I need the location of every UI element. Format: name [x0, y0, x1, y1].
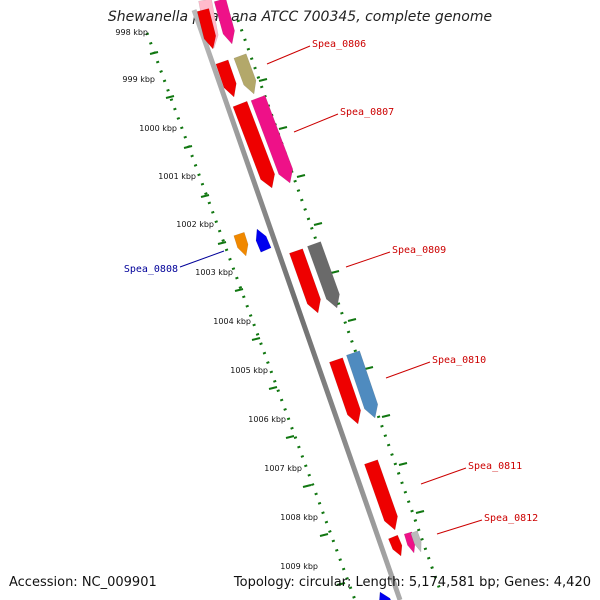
- ruler-major-tick: [330, 270, 340, 274]
- gene-label-spea-0809[interactable]: Spea_0809: [392, 245, 446, 256]
- gene-red-0806-a[interactable]: [215, 59, 237, 98]
- ruler-label: 1003 kbp: [195, 268, 233, 277]
- gene-spea-0812[interactable]: [410, 530, 422, 553]
- gene-red-0810-a[interactable]: [329, 357, 361, 425]
- gene-partial-blue[interactable]: [379, 591, 395, 600]
- accession-text: Accession: NC_009901: [9, 575, 157, 590]
- gene-orange-0808[interactable]: [233, 231, 249, 257]
- gene-partial-pink[interactable]: [213, 0, 235, 45]
- leader-line-spea-0812: [436, 519, 483, 535]
- ruler-major-tick: [364, 366, 374, 370]
- ruler-major-tick: [258, 78, 268, 82]
- gene-label-spea-0808[interactable]: Spea_0808: [124, 264, 178, 275]
- leader-line-spea-0810: [385, 361, 431, 379]
- ruler-label: 1002 kbp: [176, 220, 214, 229]
- leader-line-spea-0809: [345, 251, 391, 268]
- gene-red-0807-a[interactable]: [232, 100, 275, 189]
- gene-track: [196, 0, 422, 600]
- gene-label-spea-0810[interactable]: Spea_0810: [432, 355, 486, 366]
- ruler-major-tick: [302, 484, 312, 488]
- ruler-major-tick: [381, 414, 391, 418]
- ruler-major-tick: [398, 462, 408, 466]
- ruler-major-tick: [268, 386, 278, 390]
- gene-spea-0809[interactable]: [307, 241, 340, 309]
- ruler-major-tick: [149, 51, 159, 55]
- gene-spea-0811[interactable]: [364, 459, 398, 531]
- genome-backbone: [191, 9, 403, 600]
- left-ruler-rail: [145, 32, 357, 600]
- gene-partial-red[interactable]: [196, 8, 217, 50]
- ruler-major-tick: [336, 582, 346, 586]
- ruler-labels: 998 kbp 999 kbp 1000 kbp 1001 kbp 1002 kbp 10…: [115, 28, 318, 571]
- ruler-label: 998 kbp: [115, 28, 148, 37]
- ruler-major-tick: [200, 194, 210, 198]
- ruler-label: 1008 kbp: [280, 513, 318, 522]
- leader-line-spea-0806: [266, 45, 311, 65]
- gene-spea-0810[interactable]: [346, 350, 379, 419]
- leader-line-spea-0808: [179, 250, 225, 268]
- leader-line-spea-0811: [420, 467, 467, 485]
- ruler-major-tick: [313, 222, 323, 226]
- gene-label-spea-0806[interactable]: Spea_0806: [312, 39, 366, 50]
- ruler-major-tick: [319, 533, 329, 537]
- ruler-label: 1001 kbp: [158, 172, 196, 181]
- ruler-label: 1000 kbp: [139, 124, 177, 133]
- ruler-major-tick: [165, 95, 175, 99]
- ruler-major-tick: [278, 126, 288, 130]
- leader-line-spea-0807: [293, 113, 339, 133]
- ruler-major-tick: [415, 510, 425, 514]
- gene-label-spea-0807[interactable]: Spea_0807: [340, 107, 394, 118]
- genome-summary-text: Topology: circular; Length: 5,174,581 bp…: [233, 575, 591, 590]
- gene-label-spea-0811[interactable]: Spea_0811: [468, 461, 522, 472]
- gene-spea-0806[interactable]: [233, 53, 257, 95]
- gene-spea-0807[interactable]: [250, 95, 294, 184]
- gene-labels: Spea_0806 Spea_0807 Spea_0808 Spea_0809 Spea…: [124, 39, 538, 535]
- ruler-label: 1009 kbp: [280, 562, 318, 571]
- ruler-major-tick: [217, 241, 227, 245]
- ruler-major-tick: [234, 288, 244, 292]
- ruler-major-tick: [347, 318, 357, 322]
- ruler-major-tick: [296, 174, 306, 178]
- ruler-label: 1004 kbp: [213, 317, 251, 326]
- ruler-major-tick: [285, 435, 295, 439]
- gene-label-spea-0812[interactable]: Spea_0812: [484, 513, 538, 524]
- gene-red-0812-a[interactable]: [388, 534, 403, 557]
- gene-spea-0808[interactable]: [255, 228, 272, 253]
- ruler-label: 1007 kbp: [264, 464, 302, 473]
- gene-red-0809-a[interactable]: [289, 248, 321, 314]
- ruler-label: 999 kbp: [122, 75, 155, 84]
- ruler-major-tick: [251, 337, 261, 341]
- ruler-label: 1006 kbp: [248, 415, 286, 424]
- ruler-label: 1005 kbp: [230, 366, 268, 375]
- ruler-major-tick: [183, 145, 193, 149]
